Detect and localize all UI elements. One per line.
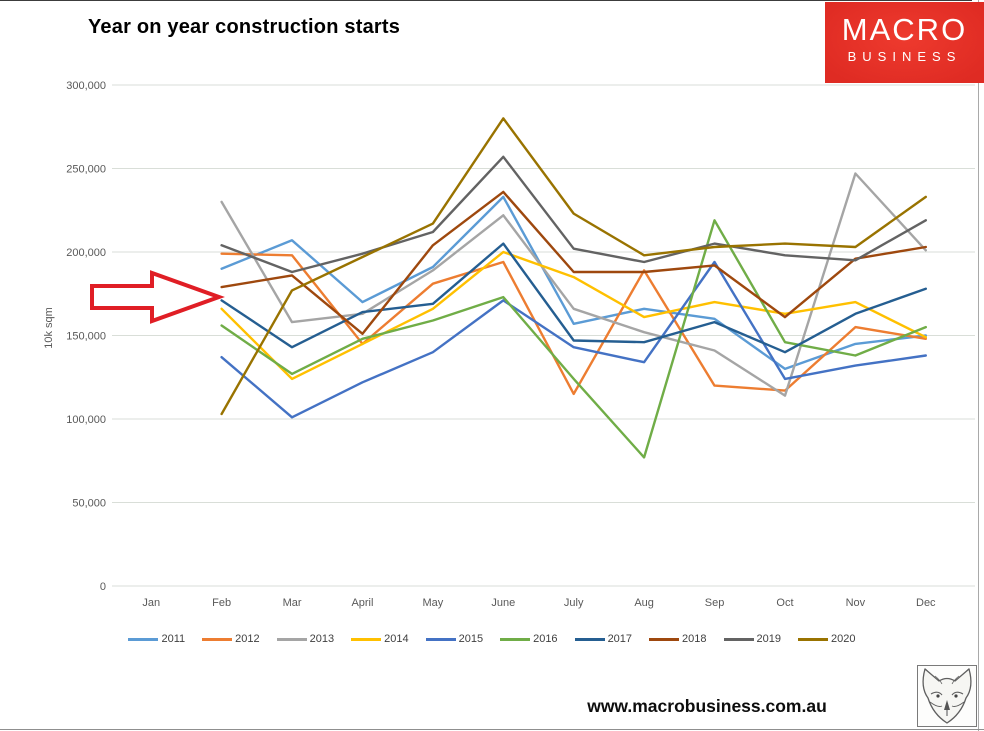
series-line-2013 bbox=[220, 172, 927, 397]
legend-label-2015: 2015 bbox=[458, 633, 484, 645]
x-tick-label: Oct bbox=[776, 597, 793, 609]
legend-swatch-2013 bbox=[276, 637, 307, 641]
legend-label-2018: 2018 bbox=[682, 633, 707, 645]
legend-label-2020: 2020 bbox=[831, 633, 856, 645]
x-tick-label: Nov bbox=[846, 597, 866, 609]
legend-label-2019: 2019 bbox=[756, 633, 782, 645]
x-tick-label: Sep bbox=[705, 597, 725, 609]
red-arrow-annotation bbox=[90, 270, 225, 324]
legend-label-2011: 2011 bbox=[161, 633, 186, 645]
y-tick-label: 150,000 bbox=[66, 331, 106, 343]
legend-swatch-2012 bbox=[202, 637, 233, 641]
legend-label-2017: 2017 bbox=[607, 633, 633, 645]
legend-swatch-2018 bbox=[649, 637, 680, 641]
legend-item-2014: 2014 bbox=[351, 633, 409, 645]
chart-legend: 2011 2012 2013 2014 2015 2016 2017 2018 2019 2020 bbox=[100, 633, 884, 645]
legend-label-2013: 2013 bbox=[309, 633, 335, 645]
legend-label-2014: 2014 bbox=[384, 633, 409, 645]
legend-label-2016: 2016 bbox=[533, 633, 558, 645]
legend-swatch-2014 bbox=[351, 637, 382, 641]
y-tick-label: 200,000 bbox=[66, 247, 106, 259]
y-tick-label: 300,000 bbox=[66, 80, 106, 92]
x-tick-label: April bbox=[351, 597, 373, 609]
series-line-2019 bbox=[220, 155, 927, 274]
window-top-border bbox=[0, 0, 972, 1]
series-line-2014 bbox=[220, 250, 927, 381]
legend-swatch-2017 bbox=[574, 637, 605, 641]
logo-line1: MACRO bbox=[841, 12, 968, 47]
legend-item-2011: 2011 bbox=[128, 633, 185, 645]
fox-logo bbox=[917, 665, 977, 727]
x-tick-label: Mar bbox=[283, 597, 302, 609]
fox-head-icon bbox=[922, 668, 972, 724]
window-right-border bbox=[978, 0, 979, 731]
x-tick-label: Jan bbox=[142, 597, 160, 609]
x-tick-label: Dec bbox=[916, 597, 936, 609]
legend-label-2012: 2012 bbox=[235, 633, 260, 645]
legend-item-2013: 2013 bbox=[276, 633, 335, 645]
legend-item-2012: 2012 bbox=[202, 633, 260, 645]
y-axis-title: 10k sqm bbox=[43, 307, 55, 349]
x-tick-label: June bbox=[491, 597, 515, 609]
x-tick-label: May bbox=[422, 597, 443, 609]
series-line-2020 bbox=[220, 117, 927, 416]
legend-item-2018: 2018 bbox=[649, 633, 707, 645]
x-tick-label: July bbox=[564, 597, 584, 609]
macrobusiness-logo: MACRO BUSINESS bbox=[825, 2, 984, 83]
series-line-2017 bbox=[220, 242, 927, 354]
legend-swatch-2016 bbox=[500, 637, 531, 641]
series-line-2016 bbox=[220, 219, 927, 459]
chart-title: Year on year construction starts bbox=[88, 16, 401, 38]
series-line-2015 bbox=[220, 260, 927, 419]
logo-line2: BUSINESS bbox=[847, 49, 962, 64]
legend-item-2017: 2017 bbox=[574, 633, 633, 645]
series-line-2018 bbox=[220, 190, 927, 335]
legend-item-2015: 2015 bbox=[425, 633, 484, 645]
legend-swatch-2020 bbox=[798, 637, 829, 641]
y-tick-label: 50,000 bbox=[72, 498, 106, 510]
legend-item-2019: 2019 bbox=[723, 633, 782, 645]
legend-swatch-2019 bbox=[723, 637, 754, 641]
window-bottom-border bbox=[0, 729, 984, 730]
footer-url: www.macrobusiness.com.au bbox=[587, 696, 827, 716]
x-tick-label: Feb bbox=[212, 597, 231, 609]
y-tick-label: 0 bbox=[100, 581, 106, 593]
x-tick-label: Aug bbox=[634, 597, 654, 609]
y-tick-label: 100,000 bbox=[66, 414, 106, 426]
legend-swatch-2011 bbox=[128, 637, 159, 641]
legend-swatch-2015 bbox=[425, 637, 456, 641]
legend-item-2020: 2020 bbox=[798, 633, 856, 645]
y-tick-label: 250,000 bbox=[66, 164, 106, 176]
series-line-2011 bbox=[220, 195, 927, 371]
legend-item-2016: 2016 bbox=[500, 633, 558, 645]
